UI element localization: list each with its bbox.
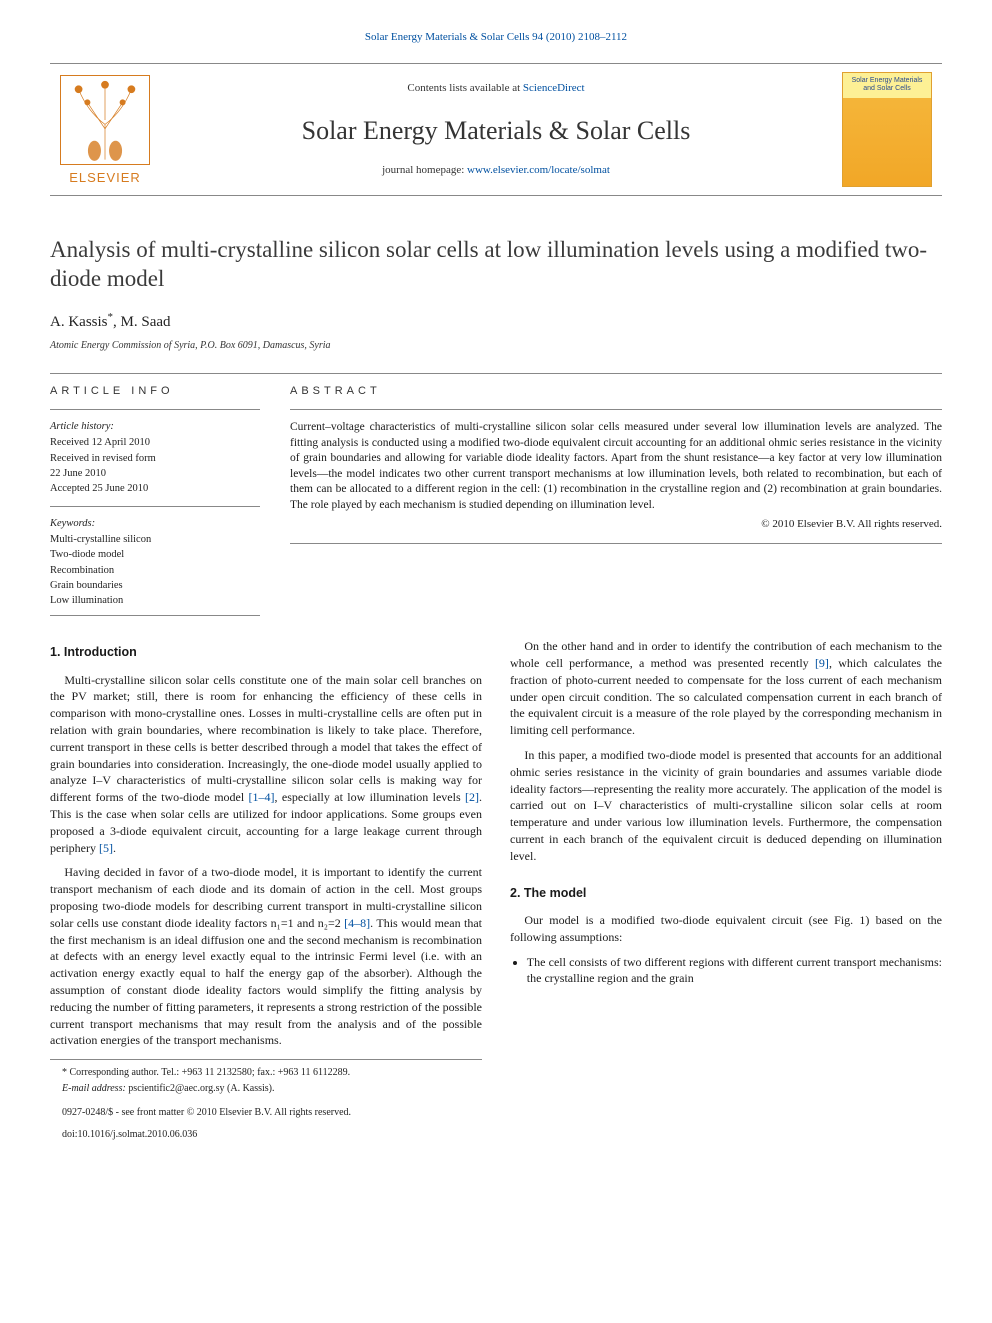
running-header: Solar Energy Materials & Solar Cells 94 …: [50, 30, 942, 45]
keyword: Grain boundaries: [50, 579, 260, 593]
divider: [50, 409, 260, 410]
cover-label: Solar Energy Materials and Solar Cells: [847, 77, 927, 92]
text-run: .: [113, 841, 116, 855]
body-paragraph: On the other hand and in order to identi…: [510, 638, 942, 739]
text-run: . This would mean that the first mechani…: [50, 916, 482, 1048]
keyword: Recombination: [50, 564, 260, 578]
author-2: , M. Saad: [113, 314, 171, 330]
contents-line: Contents lists available at ScienceDirec…: [160, 81, 832, 96]
divider: [290, 543, 942, 544]
copyright-line: © 2010 Elsevier B.V. All rights reserved…: [290, 517, 942, 532]
divider: [50, 615, 260, 616]
masthead-center: Contents lists available at ScienceDirec…: [160, 72, 832, 187]
abstract-text: Current–voltage characteristics of multi…: [290, 420, 942, 513]
author-1: A. Kassis: [50, 314, 108, 330]
authors-line: A. Kassis*, M. Saad: [50, 310, 942, 333]
journal-cover-icon: Solar Energy Materials and Solar Cells: [842, 72, 932, 187]
journal-name: Solar Energy Materials & Solar Cells: [160, 113, 832, 149]
citation-link[interactable]: [2]: [465, 790, 479, 804]
affiliation: Atomic Energy Commission of Syria, P.O. …: [50, 339, 942, 353]
publisher-name: ELSEVIER: [69, 169, 141, 187]
issn-doi-block: 0927-0248/$ - see front matter © 2010 El…: [50, 1106, 482, 1142]
journal-masthead: ELSEVIER Contents lists available at Sci…: [50, 63, 942, 196]
body-paragraph: Multi-crystalline silicon solar cells co…: [50, 672, 482, 857]
citation-link[interactable]: [9]: [815, 656, 829, 670]
history-revised-date: 22 June 2010: [50, 467, 260, 481]
cover-thumb-block: Solar Energy Materials and Solar Cells: [832, 72, 942, 187]
text-run: , especially at low illumination levels: [275, 790, 465, 804]
citation-link[interactable]: [1–4]: [249, 790, 275, 804]
history-revised: Received in revised form: [50, 452, 260, 466]
running-header-text[interactable]: Solar Energy Materials & Solar Cells 94 …: [365, 31, 627, 43]
article-info-column: ARTICLE INFO Article history: Received 1…: [50, 384, 260, 609]
assumptions-list: The cell consists of two different regio…: [510, 954, 942, 988]
publisher-block: ELSEVIER: [50, 72, 160, 187]
journal-homepage-link[interactable]: www.elsevier.com/locate/solmat: [467, 164, 610, 176]
abstract-column: ABSTRACT Current–voltage characteristics…: [290, 384, 942, 609]
list-item: The cell consists of two different regio…: [527, 954, 942, 988]
citation-link[interactable]: [5]: [99, 841, 113, 855]
article-info-heading: ARTICLE INFO: [50, 384, 260, 399]
homepage-prefix: journal homepage:: [382, 164, 467, 176]
section-2-heading: 2. The model: [510, 885, 942, 903]
article-meta: ARTICLE INFO Article history: Received 1…: [50, 384, 942, 609]
article-title: Analysis of multi-crystalline silicon so…: [50, 236, 942, 294]
divider: [290, 409, 942, 410]
body-paragraph: Having decided in favor of a two-diode m…: [50, 864, 482, 1049]
homepage-line: journal homepage: www.elsevier.com/locat…: [160, 163, 832, 178]
sciencedirect-link[interactable]: ScienceDirect: [523, 82, 585, 94]
elsevier-tree-icon: [60, 75, 150, 165]
divider: [50, 506, 260, 507]
corresponding-line: * Corresponding author. Tel.: +963 11 21…: [50, 1066, 482, 1080]
body-paragraph: Our model is a modified two-diode equiva…: [510, 912, 942, 946]
email-label: E-mail address:: [62, 1083, 126, 1094]
history-heading: Article history:: [50, 420, 260, 434]
citation-link[interactable]: [4–8]: [344, 916, 370, 930]
email-line: E-mail address: pscientific2@aec.org.sy …: [50, 1082, 482, 1096]
doi-line: doi:10.1016/j.solmat.2010.06.036: [50, 1128, 482, 1142]
keywords-heading: Keywords:: [50, 517, 260, 531]
article-body: 1. Introduction Multi-crystalline silico…: [50, 638, 942, 1150]
email-address[interactable]: pscientific2@aec.org.sy (A. Kassis).: [126, 1083, 275, 1094]
text-run: Multi-crystalline silicon solar cells co…: [50, 673, 482, 805]
history-accepted: Accepted 25 June 2010: [50, 482, 260, 496]
section-1-heading: 1. Introduction: [50, 644, 482, 662]
divider: [50, 373, 942, 374]
issn-line: 0927-0248/$ - see front matter © 2010 El…: [50, 1106, 482, 1120]
contents-prefix: Contents lists available at: [407, 82, 522, 94]
keyword: Multi-crystalline silicon: [50, 533, 260, 547]
keyword: Low illumination: [50, 594, 260, 608]
keyword: Two-diode model: [50, 548, 260, 562]
abstract-heading: ABSTRACT: [290, 384, 942, 399]
history-received: Received 12 April 2010: [50, 436, 260, 450]
body-paragraph: In this paper, a modified two-diode mode…: [510, 747, 942, 865]
corresponding-footnote: * Corresponding author. Tel.: +963 11 21…: [50, 1059, 482, 1096]
